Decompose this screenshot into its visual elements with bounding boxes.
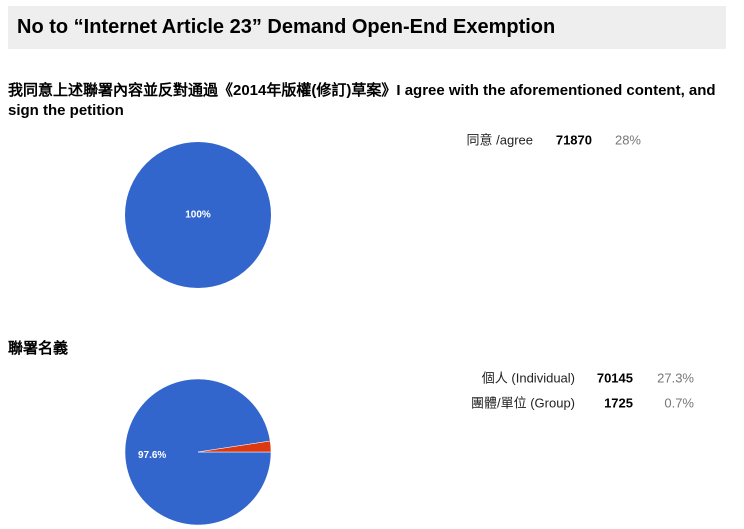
header: No to “Internet Article 23” Demand Open-… [8,6,726,49]
legend-label: 個人 (Individual) [482,370,575,385]
question-title: 我同意上述聯署內容並反對通過《2014年版權(修訂)草案》I agree wit… [8,82,716,119]
legend-percent: 0.7% [664,395,694,410]
pie-slice [125,142,271,288]
slice-label: 100% [185,210,211,221]
slice-label: 97.6% [138,450,166,461]
legend-percent: 27.3% [657,370,694,385]
legend-count: 1725 [604,395,633,410]
legend-count: 71870 [556,132,592,147]
legend-label: 團體/單位 (Group) [471,395,575,410]
legend-count: 70145 [597,370,633,385]
question-title: 聯署名義 [8,340,69,357]
header-title: No to “Internet Article 23” Demand Open-… [17,16,556,38]
legend-percent: 28% [615,132,641,147]
legend-label: 同意 /agree [467,132,533,147]
pie-slice [197,440,272,453]
